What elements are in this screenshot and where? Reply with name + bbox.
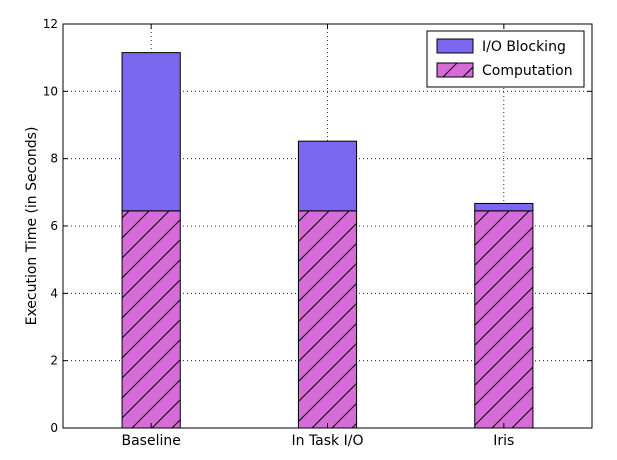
- x-tick-label: In Task I/O: [292, 433, 364, 449]
- bars-layer: [121, 52, 534, 429]
- legend-label: Computation: [482, 63, 573, 79]
- ticks-layer: 0 2 4 6 8 10 12 Baseline In Task I/O Iris: [43, 17, 592, 449]
- bar-computation-hatch: [474, 210, 533, 428]
- bar-i-o-blocking-outline: [474, 202, 534, 212]
- bar-i-o-blocking-outline: [121, 52, 181, 212]
- legend-swatch-i-o-blocking-outline: [436, 38, 474, 54]
- bar-computation-hatch: [298, 210, 357, 428]
- x-tick-label: Iris: [493, 433, 514, 449]
- y-tick-label: 0: [50, 421, 58, 435]
- y-tick-label: 10: [43, 84, 58, 98]
- legend-swatch-computation-outline: [436, 62, 474, 78]
- x-tick-label: Baseline: [121, 433, 180, 449]
- y-tick-label: 6: [50, 219, 58, 233]
- y-tick-label: 8: [50, 152, 58, 166]
- y-axis-label: Execution Time (in Seconds): [24, 127, 40, 326]
- y-tick-label: 12: [43, 17, 58, 31]
- y-tick-label: 4: [50, 286, 58, 300]
- bar-i-o-blocking-outline: [297, 140, 358, 212]
- bar-i-o-blocking: [298, 141, 357, 211]
- legend-swatch-i-o-blocking: [437, 39, 473, 53]
- bar-i-o-blocking: [474, 203, 533, 211]
- legend-swatch-computation-hatch: [437, 63, 473, 77]
- legend-label: I/O Blocking: [482, 39, 566, 55]
- y-tick-label: 2: [50, 354, 58, 368]
- legend: I/O Blocking Computation: [426, 30, 585, 88]
- bar-computation-hatch: [122, 210, 181, 428]
- bar-i-o-blocking: [122, 52, 181, 211]
